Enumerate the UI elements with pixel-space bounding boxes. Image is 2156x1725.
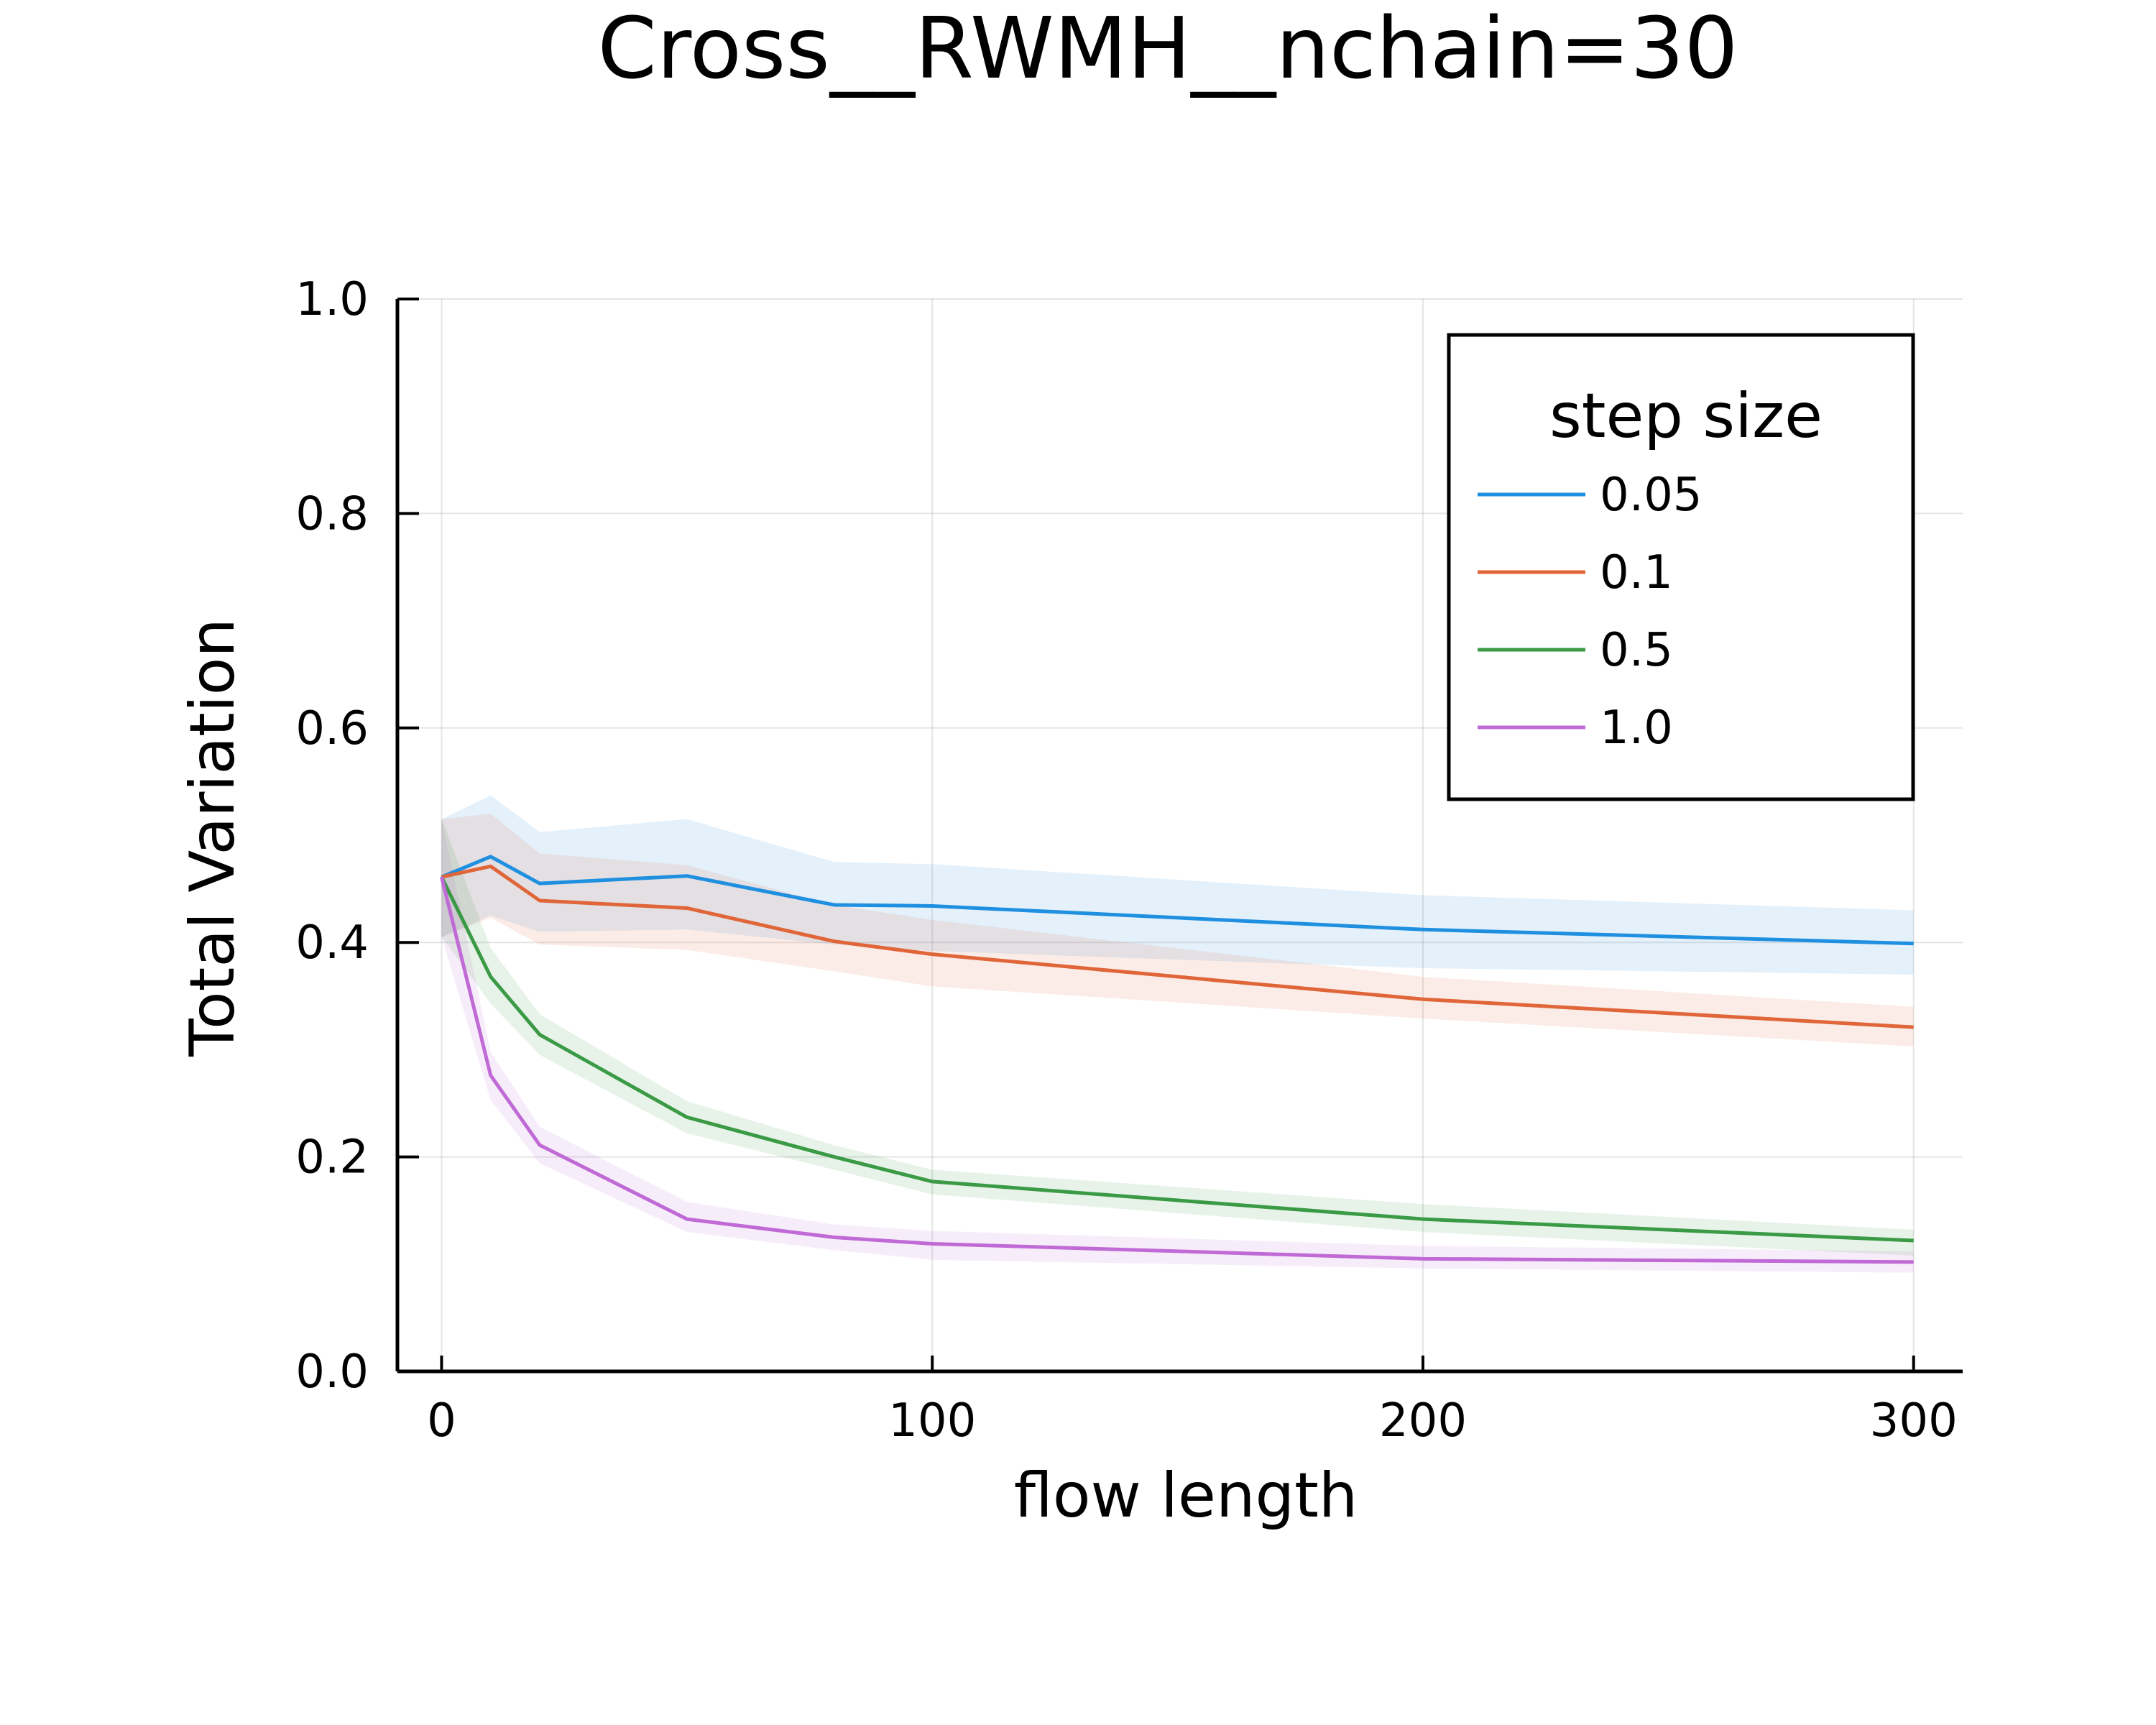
axes [395, 299, 1963, 1374]
y-tick-label: 0.0 [295, 1346, 369, 1399]
confidence-bands [441, 795, 1914, 1273]
y-axis-label: Total Variation [177, 618, 249, 1057]
x-tick-label: 200 [1379, 1394, 1467, 1448]
x-tick-label: 300 [1870, 1394, 1958, 1448]
legend-label: 1.0 [1600, 702, 1673, 755]
x-tick-label: 100 [888, 1394, 976, 1448]
series-lines [440, 855, 1914, 1264]
y-tick-label: 0.8 [295, 487, 369, 540]
series-line-0.5 [440, 876, 1914, 1243]
legend-title: step size [1549, 380, 1823, 452]
band-0.05 [441, 795, 1914, 975]
y-tick-label: 0.6 [295, 702, 369, 755]
series-line-0.05 [441, 855, 1914, 946]
legend-label: 0.5 [1600, 624, 1673, 677]
legend-box [1447, 333, 1915, 801]
y-tick-label: 0.2 [295, 1131, 369, 1184]
legend-label: 0.05 [1600, 469, 1703, 522]
legend-items: 0.05 0.1 0.5 1.0 [1478, 469, 1703, 755]
chart-title: Cross__RWMH__nchain=30 [597, 0, 1738, 98]
grid-lines [397, 298, 1963, 1372]
y-tick-label: 1.0 [295, 273, 369, 326]
series-line-1.0 [440, 876, 1914, 1264]
band-0.5 [441, 819, 1914, 1256]
x-axis-label: flow length [1014, 1460, 1358, 1532]
legend-label: 0.1 [1600, 546, 1673, 599]
series-line-0.1 [441, 864, 1914, 1029]
legend: step size 0.05 0.1 0.5 1.0 [1447, 333, 1915, 801]
y-ticks: 0.0 0.2 0.4 0.6 0.8 1.0 [295, 273, 419, 1399]
y-tick-label: 0.4 [295, 916, 369, 970]
x-ticks: 0 100 200 300 [427, 1356, 1958, 1448]
x-tick-label: 0 [427, 1394, 456, 1448]
band-0.1 [441, 814, 1914, 1046]
